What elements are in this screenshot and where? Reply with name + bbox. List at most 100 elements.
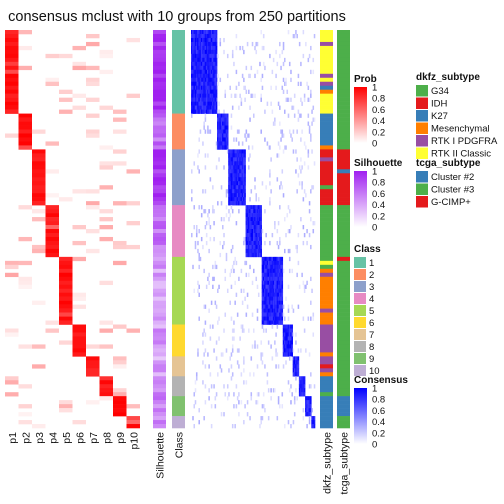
consensus-cell bbox=[208, 33, 210, 39]
prob-cell bbox=[18, 121, 32, 126]
consensus-cell bbox=[231, 372, 234, 377]
consensus-cell bbox=[223, 125, 225, 130]
consensus-cell bbox=[260, 205, 262, 210]
consensus-cell bbox=[269, 260, 271, 266]
consensus-cell bbox=[284, 324, 286, 329]
dkfz-cell bbox=[320, 41, 333, 47]
consensus-cell bbox=[251, 41, 254, 47]
consensus-cell bbox=[279, 316, 281, 321]
consensus-cell bbox=[198, 53, 200, 59]
consensus-cell bbox=[199, 33, 202, 39]
consensus-cell bbox=[311, 420, 313, 425]
consensus-cell bbox=[274, 264, 276, 270]
consensus-cell bbox=[271, 284, 274, 289]
prob-cell bbox=[59, 400, 73, 405]
consensus-cell bbox=[205, 105, 208, 110]
prob-cell bbox=[59, 109, 73, 114]
consensus-cell bbox=[275, 296, 277, 301]
consensus-cell bbox=[225, 121, 228, 126]
consensus-cell bbox=[279, 312, 281, 317]
dkfz-cell bbox=[320, 360, 333, 365]
consensus-cell bbox=[210, 81, 213, 87]
consensus-cell bbox=[295, 244, 297, 250]
consensus-cell bbox=[197, 73, 199, 79]
consensus-cell bbox=[275, 364, 277, 369]
consensus-cell bbox=[229, 201, 231, 206]
consensus-cell bbox=[271, 304, 274, 309]
tcga-cell bbox=[337, 85, 350, 90]
consensus-cell bbox=[276, 177, 279, 182]
consensus-cell bbox=[235, 153, 238, 158]
consensus-cell bbox=[223, 384, 225, 389]
consensus-cell bbox=[302, 408, 305, 413]
consensus-cell bbox=[281, 49, 284, 55]
consensus-cell bbox=[200, 105, 203, 110]
consensus-cell bbox=[192, 77, 194, 83]
consensus-cell bbox=[270, 101, 272, 106]
consensus-cell bbox=[199, 101, 202, 106]
consensus-cell bbox=[243, 153, 245, 158]
consensus-cell bbox=[209, 324, 212, 329]
consensus-cell bbox=[262, 300, 265, 305]
tcga-cell bbox=[337, 240, 350, 246]
consensus-cell bbox=[244, 404, 246, 409]
prob-cell bbox=[113, 149, 127, 154]
consensus-cell bbox=[199, 85, 202, 90]
consensus-cell bbox=[217, 117, 219, 122]
consensus-cell bbox=[230, 161, 233, 166]
silhouette-cell bbox=[153, 264, 166, 270]
consensus-cell bbox=[199, 30, 202, 35]
consensus-cell bbox=[264, 256, 266, 262]
prob-cell bbox=[99, 185, 113, 190]
consensus-cell bbox=[295, 340, 297, 345]
consensus-cell bbox=[235, 177, 238, 182]
consensus-cell bbox=[215, 30, 218, 35]
consensus-cell bbox=[291, 348, 293, 353]
prob-cell bbox=[5, 30, 19, 35]
silhouette-cell bbox=[153, 376, 166, 381]
consensus-cell bbox=[202, 380, 204, 385]
silhouette-cell bbox=[153, 248, 166, 254]
tcga-cell bbox=[337, 280, 350, 286]
prob-cell bbox=[113, 260, 127, 266]
consensus-cell bbox=[212, 65, 214, 71]
prob-cell bbox=[113, 392, 127, 397]
consensus-cell bbox=[214, 77, 217, 83]
prob-cell bbox=[59, 276, 73, 282]
consensus-cell bbox=[205, 65, 208, 71]
consensus-cell bbox=[277, 276, 280, 282]
tcga-cell bbox=[337, 384, 350, 389]
consensus-cell bbox=[285, 340, 287, 345]
consensus-cell bbox=[303, 141, 306, 146]
consensus-cell bbox=[295, 169, 297, 174]
consensus-cell bbox=[305, 404, 307, 409]
consensus-cell bbox=[229, 181, 231, 186]
consensus-cell bbox=[264, 320, 266, 325]
consensus-cell bbox=[217, 129, 219, 134]
tcga-cell bbox=[337, 276, 350, 282]
consensus-cell bbox=[282, 149, 285, 154]
consensus-cell bbox=[238, 400, 240, 405]
consensus-cell bbox=[213, 81, 215, 87]
consensus-cell bbox=[205, 30, 208, 35]
consensus-cell bbox=[205, 232, 208, 238]
silhouette-cell bbox=[153, 141, 166, 146]
consensus-cell bbox=[279, 260, 281, 266]
consensus-cell bbox=[266, 292, 269, 297]
consensus-cell bbox=[287, 348, 290, 353]
consensus-cell bbox=[205, 221, 208, 226]
silhouette-cell bbox=[153, 133, 166, 138]
consensus-cell bbox=[218, 336, 220, 341]
consensus-cell bbox=[246, 292, 249, 297]
consensus-cell bbox=[194, 53, 197, 59]
consensus-cell bbox=[243, 236, 245, 242]
tcga-cell bbox=[337, 133, 350, 138]
consensus-cell bbox=[208, 280, 210, 286]
silhouette-cell bbox=[153, 276, 166, 282]
consensus-cell bbox=[296, 372, 298, 377]
consensus-cell bbox=[269, 169, 271, 174]
silhouette-cell bbox=[153, 185, 166, 190]
consensus-cell bbox=[198, 420, 200, 425]
consensus-cell bbox=[197, 53, 199, 59]
consensus-cell bbox=[297, 260, 300, 266]
